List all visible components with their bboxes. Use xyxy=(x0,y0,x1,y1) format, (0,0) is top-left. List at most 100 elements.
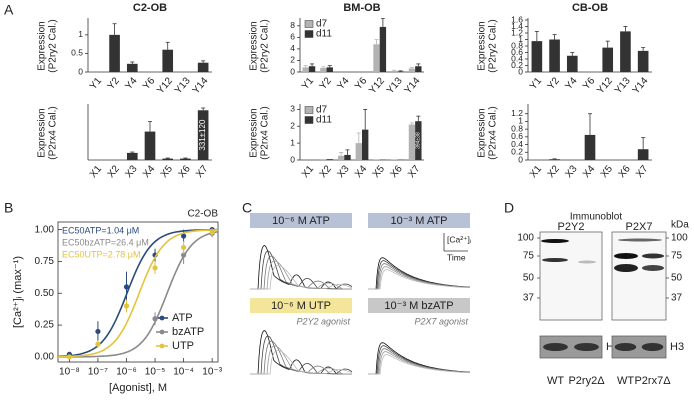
x-tick-label: Y4 xyxy=(123,75,140,92)
bar xyxy=(397,71,404,72)
h3-band xyxy=(574,343,599,351)
bar xyxy=(308,66,316,72)
lane-label: P2rx7Δ xyxy=(634,375,671,387)
trace-header xyxy=(250,213,352,228)
x-tick-label: X6 xyxy=(388,163,405,180)
chart-title: C2-OB xyxy=(133,2,167,14)
data-point xyxy=(95,341,101,347)
x-tick-label: Y14 xyxy=(631,75,651,96)
data-point xyxy=(181,244,187,251)
y-tick-label: 6 xyxy=(290,32,295,42)
x-tick-label: Y13 xyxy=(385,75,405,96)
x-axis-label: [Agonist], M xyxy=(109,382,167,394)
legend-swatch xyxy=(304,106,314,114)
bar xyxy=(337,155,345,160)
x-tick-label: X2 xyxy=(546,163,563,180)
h3-band xyxy=(543,343,568,351)
h3-band xyxy=(641,343,664,351)
data-point xyxy=(66,354,72,360)
x-tick-label: X4 xyxy=(353,163,370,180)
panel-label: D xyxy=(504,200,514,216)
y-tick-label: 0.4 xyxy=(511,139,523,149)
data-point xyxy=(181,252,187,258)
y-axis-label: (P2rx4 Cal.) xyxy=(260,106,271,159)
annotation: 331±120 xyxy=(198,119,207,151)
calcium-trace xyxy=(250,330,352,375)
bar xyxy=(362,129,369,160)
ec50-label: EC50ATP=1.04 μM xyxy=(62,225,139,235)
trace-title: 10⁻⁶ M ATP xyxy=(272,215,330,227)
calcium-trace xyxy=(250,245,352,290)
legend-label: d7 xyxy=(316,105,328,116)
trace-title: 10⁻³ M bzATP xyxy=(384,300,453,312)
unit-label: kDa xyxy=(671,220,689,231)
band xyxy=(642,265,664,271)
y-tick-label: 1.6 xyxy=(511,14,523,24)
trace-title: 10⁻⁶ M UTP xyxy=(271,300,331,312)
data-point xyxy=(123,303,130,309)
calcium-trace xyxy=(368,345,471,375)
x-tick-label: Y14 xyxy=(191,75,211,96)
scale-label-x: Time xyxy=(447,252,466,262)
panel-label: B xyxy=(4,200,13,216)
x-tick-label: 10⁻⁴ xyxy=(173,367,194,378)
x-tick-label: X7 xyxy=(406,163,423,180)
legend-swatch xyxy=(304,116,314,124)
mw-marker: 50 xyxy=(671,273,683,284)
lane-label: WT xyxy=(617,375,634,387)
bar xyxy=(391,70,398,72)
x-tick-label: X2 xyxy=(318,163,335,180)
x-tick-label: X3 xyxy=(335,163,352,180)
blot-membrane xyxy=(539,231,603,321)
legend-label: d7 xyxy=(316,19,328,30)
fit-curve xyxy=(58,229,218,358)
chart-title: CB-OB xyxy=(572,2,608,14)
mw-marker: 100 xyxy=(517,233,534,244)
bar xyxy=(408,124,416,160)
y-tick-label: 0.8 xyxy=(511,40,523,50)
y-tick-label: 1.4 xyxy=(511,21,523,31)
x-tick-label: X2 xyxy=(106,163,123,180)
blot-title: Immunoblot xyxy=(570,212,622,223)
blot-membrane xyxy=(611,231,667,321)
y-tick-label: 0 xyxy=(290,66,295,76)
legend-label: UTP xyxy=(172,340,194,352)
annotation: 394±38 xyxy=(416,132,422,149)
y-axis-label: (P2rx4 Cal.) xyxy=(488,106,499,159)
mw-marker: 100 xyxy=(671,233,688,244)
legend-swatch xyxy=(304,20,314,28)
mw-marker: 50 xyxy=(523,273,535,284)
chart-title: BM-OB xyxy=(343,2,380,14)
x-tick-label: Y2 xyxy=(546,75,563,92)
mw-marker: 75 xyxy=(523,251,535,262)
y-tick-label: 0.50 xyxy=(35,288,55,299)
y-tick-label: 0 xyxy=(290,154,295,164)
fit-curve xyxy=(58,228,218,358)
y-tick-label: 0.5 xyxy=(71,48,83,58)
y-axis-label: (P2rx4 Cal.) xyxy=(48,106,59,159)
bar xyxy=(637,50,649,72)
y-tick-label: 2 xyxy=(290,121,295,131)
bar xyxy=(302,67,309,72)
x-tick-label: Y13 xyxy=(613,75,633,96)
calcium-trace xyxy=(250,350,353,375)
x-tick-label: X1 xyxy=(88,163,105,180)
data-point xyxy=(152,316,158,322)
y-tick-label: 0.6 xyxy=(511,47,523,57)
legend-label: ATP xyxy=(172,312,193,324)
y-tick-label: 0.75 xyxy=(35,256,55,267)
bar xyxy=(602,47,614,72)
x-tick-label: X1 xyxy=(300,163,317,180)
y-tick-label: 1.2 xyxy=(511,27,523,37)
mw-marker: 75 xyxy=(671,251,683,262)
x-tick-label: X5 xyxy=(159,163,176,180)
legend-marker xyxy=(159,315,165,321)
x-tick-label: 10⁻³ xyxy=(202,367,222,378)
bar xyxy=(326,67,333,72)
x-tick-label: X4 xyxy=(141,163,158,180)
ec50-label: EC50UTP=2.78 μM xyxy=(62,249,140,259)
y-tick-label: 1.00 xyxy=(35,224,55,235)
y-tick-label: 3 xyxy=(290,104,295,114)
bar xyxy=(320,159,327,160)
x-tick-label: Y4 xyxy=(563,75,580,92)
